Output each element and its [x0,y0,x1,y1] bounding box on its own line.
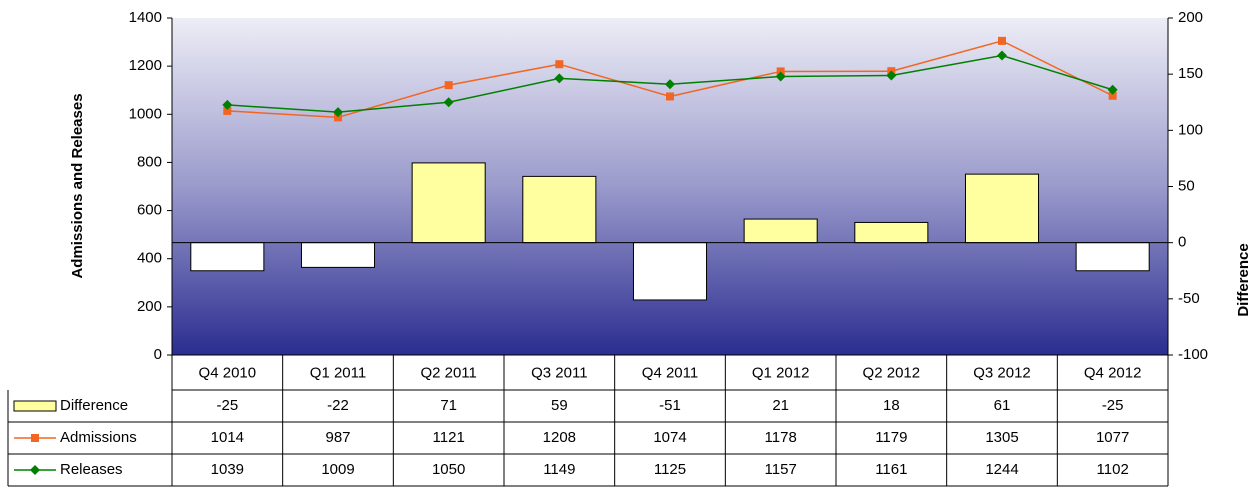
y2-tick-label: -50 [1178,290,1200,307]
table-cell: 1161 [875,461,907,478]
point [333,107,343,118]
bar [190,242,265,272]
bar [1075,242,1150,272]
x-tick-label: Q4 2010 [199,364,257,381]
bar [300,242,376,268]
x-tick-label: Q2 2012 [863,364,921,381]
point [444,81,453,90]
x-tick-label: Q4 2012 [1084,364,1142,381]
table-cell: 1050 [432,461,465,478]
table-cell: 1121 [433,429,465,446]
y2-tick-label: 100 [1178,121,1203,138]
x-tick-label: Q2 2011 [420,364,476,381]
table-cell: 1178 [765,429,797,446]
y-tick-label: 1200 [129,57,162,74]
table-cell: -22 [327,397,349,414]
table-cell: 1102 [1097,461,1129,478]
table-cell: 1305 [985,429,1018,446]
x-tick-label: Q4 2011 [642,364,698,381]
table-cell: 71 [440,397,457,414]
table-cell: 1179 [875,429,907,446]
y-tick-label: 400 [137,250,162,267]
x-tick-label: Q3 2012 [973,364,1031,381]
table-cell: 1014 [211,429,244,446]
table-cell: 1157 [765,461,797,478]
bar [411,162,486,244]
table-cell: 1208 [543,429,576,446]
y2-tick-label: 0 [1178,234,1186,251]
y2-tick-label: 200 [1178,9,1203,26]
y2-tick-label: 150 [1178,65,1203,82]
bar [964,173,1040,244]
table-cell: 1125 [654,461,686,478]
bar [743,218,818,244]
point [666,92,674,101]
legend-label: Difference [60,397,128,414]
y2-tick-label: 50 [1178,177,1195,194]
point [223,106,232,115]
point [998,36,1006,45]
point [554,73,565,84]
table-cell: -25 [1102,397,1124,414]
y-tick-label: 200 [137,298,162,315]
point [665,79,675,90]
y-tick-label: 0 [154,346,162,363]
table-cell: 1009 [321,461,354,478]
point [776,67,785,76]
table-cell: 21 [772,397,789,414]
y-tick-label: 1000 [129,105,162,122]
legend-swatch [13,400,57,412]
table-cell: -25 [216,397,238,414]
bar [854,221,929,244]
legend-label: Admissions [60,429,137,446]
table-cell: 61 [994,397,1011,414]
y2-axis-label: Difference [1235,243,1252,316]
x-tick-label: Q1 2012 [752,364,810,381]
y-tick-label: 1400 [129,9,162,26]
table-cell: 1074 [653,429,686,446]
bar [522,175,597,244]
legend-marker [30,465,40,475]
table-cell: 59 [551,397,568,414]
table-cell: 1149 [543,461,575,478]
y-tick-label: 800 [137,153,162,170]
table-cell: 987 [325,429,350,446]
point [555,60,564,69]
bar [632,242,708,301]
point [443,97,454,108]
point [334,113,342,122]
point [775,71,786,82]
legend-label: Releases [60,461,123,478]
table-cell: 1077 [1096,429,1129,446]
x-tick-label: Q1 2011 [310,364,366,381]
y-tick-label: 600 [137,202,162,219]
point [997,50,1007,61]
table-cell: 1244 [985,461,1018,478]
point [886,70,897,81]
point [222,99,233,110]
table-cell: 18 [883,397,900,414]
y2-tick-label: -100 [1178,346,1208,363]
table-cell: 1039 [211,461,244,478]
x-tick-label: Q3 2011 [531,364,587,381]
point [1107,84,1118,95]
point [1108,91,1117,100]
y-axis-label: Admissions and Releases [69,93,86,278]
table-cell: -51 [659,397,681,414]
legend-marker [31,434,39,442]
